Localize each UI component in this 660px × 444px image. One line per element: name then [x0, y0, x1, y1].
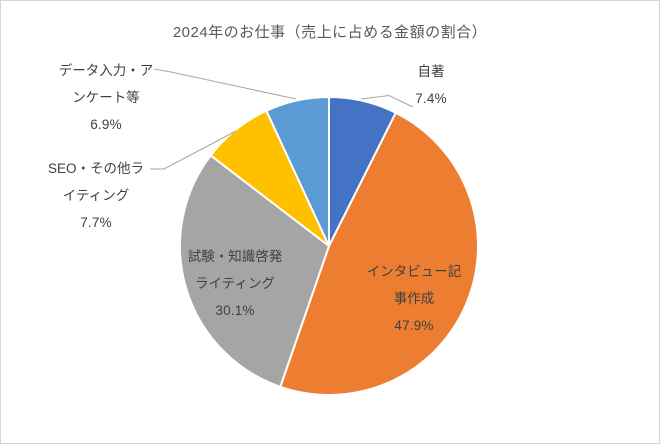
data-label-shiken: 試験・知識啓発 ライティング 30.1% — [188, 243, 283, 324]
data-label-seo: SEO・その他ラ イティング 7.7% — [48, 155, 144, 236]
label-value: 7.4% — [415, 91, 447, 106]
label-name: 試験・知識啓発 — [187, 249, 283, 264]
chart-title: 2024年のお仕事（売上に占める金額の割合） — [172, 24, 488, 41]
leader-line-jicho — [360, 94, 414, 108]
data-label-interview: インタビュー記 事作成 47.9% — [367, 258, 462, 339]
label-value: 47.9% — [394, 318, 434, 333]
label-name: インタビュー記 — [366, 264, 462, 279]
pie-slice-1[interactable] — [279, 111, 479, 396]
label-value: 7.7% — [80, 215, 112, 230]
label-value: 30.1% — [215, 303, 255, 318]
label-name: 自著 — [417, 64, 445, 79]
data-label-jicho: 自著 7.4% — [415, 58, 447, 112]
label-name: ライティング — [195, 276, 275, 291]
leader-line-seo — [150, 130, 237, 170]
data-label-data-entry: データ入力・ア ンケート等 6.9% — [59, 57, 154, 138]
label-name: イティング — [62, 188, 130, 203]
pie-slice-2[interactable] — [179, 154, 330, 388]
pie-slice-4[interactable] — [265, 96, 330, 247]
leader-line-data-entry — [153, 68, 297, 100]
label-name: データ入力・ア — [58, 63, 154, 78]
label-name: SEO・その他ラ — [47, 161, 145, 176]
pie-slices — [179, 96, 479, 396]
label-name: ンケート等 — [72, 90, 140, 105]
label-value: 6.9% — [90, 117, 122, 132]
label-name: 事作成 — [393, 291, 435, 306]
